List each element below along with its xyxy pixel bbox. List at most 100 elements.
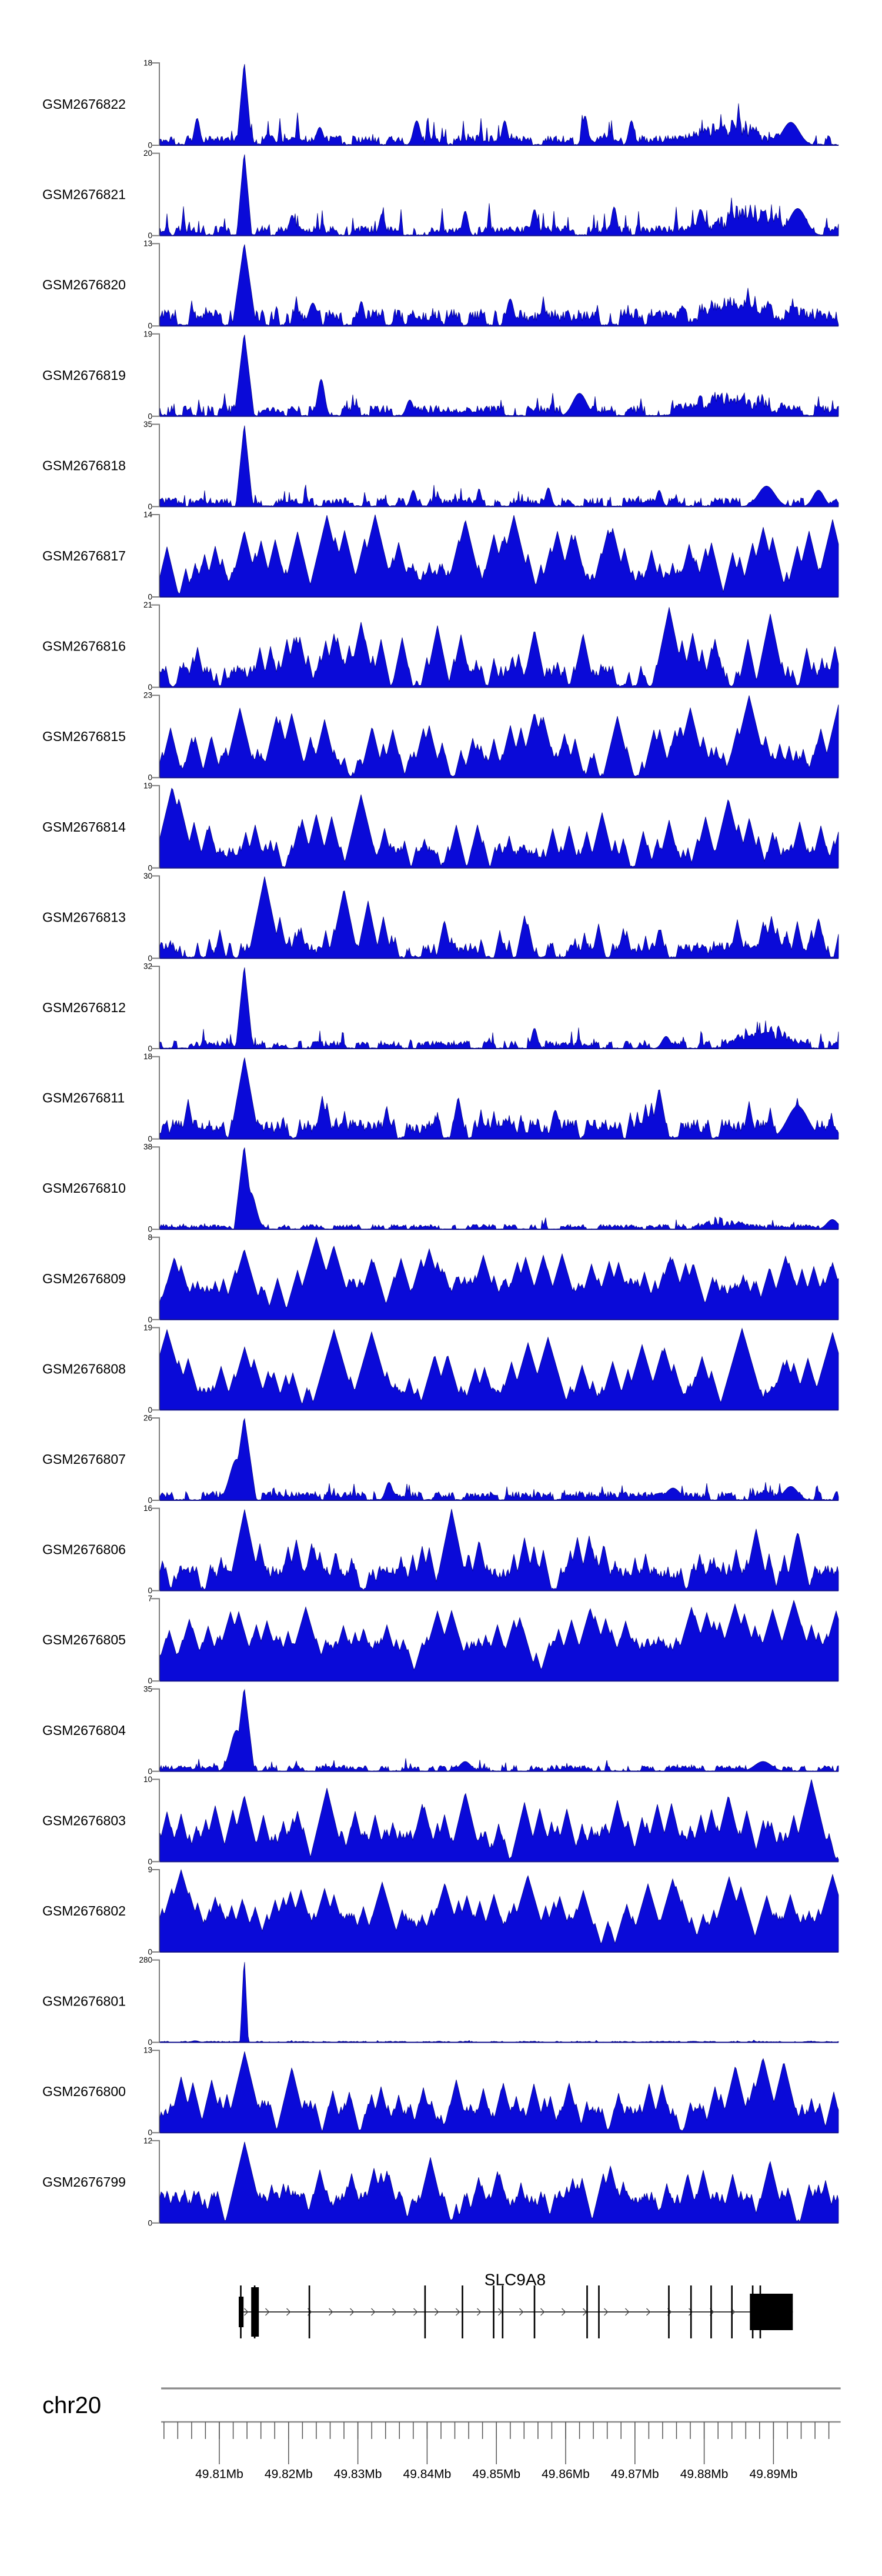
track-yzero-label: 0 (148, 1045, 152, 1053)
track-yzero-label: 0 (148, 1225, 152, 1234)
track-ymax-label: 9 (148, 1866, 152, 1874)
track-yzero-label: 0 (148, 593, 152, 602)
track-yzero-label: 0 (148, 2218, 152, 2227)
track-y-axis (151, 1146, 160, 1230)
track-y-axis (151, 604, 160, 688)
track-sample-label: GSM2676818 (42, 458, 126, 473)
track-ymax-label: 13 (143, 2046, 152, 2055)
strand-direction-arrow-icon (435, 2308, 439, 2316)
gene-exon-line (493, 2285, 495, 2338)
strand-direction-arrow-icon (540, 2308, 545, 2316)
track-sample-label: GSM2676820 (42, 277, 126, 292)
gene-exon-line (731, 2285, 733, 2338)
track-ymax-label: 18 (143, 1052, 152, 1061)
track-y-axis (151, 1778, 160, 1863)
track-sample-label: GSM2676803 (42, 1813, 126, 1828)
track-y-axis (151, 1598, 160, 1682)
strand-direction-arrow-icon (625, 2308, 630, 2316)
track-sample-label: GSM2676807 (42, 1451, 126, 1467)
track-sample-label: GSM2676801 (42, 1994, 126, 2009)
track-signal-area (159, 2051, 839, 2133)
track-yzero-label: 0 (148, 2038, 152, 2047)
strand-direction-arrow-icon (519, 2308, 524, 2316)
axis-tick-label: 49.85Mb (472, 2468, 520, 2481)
track-sample-label: GSM2676799 (42, 2174, 126, 2190)
strand-direction-arrow-icon (604, 2308, 609, 2316)
track-y-axis (151, 695, 160, 779)
track-signal-area (159, 607, 839, 688)
track-signal-area (159, 876, 839, 959)
gene-exon-line (502, 2285, 504, 2338)
gene-exon-line (586, 2285, 588, 2338)
track-y-axis (151, 1236, 160, 1320)
track-sample-label: GSM2676806 (42, 1542, 126, 1557)
track-ymax-label: 35 (143, 420, 152, 429)
track-sample-label: GSM2676802 (42, 1903, 126, 1918)
track-signal-area (159, 1236, 839, 1320)
track-signal-area (159, 1779, 839, 1862)
track-yzero-label: 0 (148, 1857, 152, 1866)
track-sample-label: GSM2676809 (42, 1271, 126, 1286)
track-signal-area (159, 967, 839, 1049)
gene-exon-line (690, 2285, 692, 2338)
track-ymax-label: 20 (143, 149, 152, 158)
track-signal-area (159, 335, 839, 417)
track-sample-label: GSM2676808 (42, 1361, 126, 1376)
strand-direction-arrow-icon (329, 2308, 333, 2316)
gene-exon-line (424, 2285, 426, 2338)
track-y-axis (151, 1869, 160, 1953)
track-signal-area (159, 1327, 839, 1410)
track-yzero-label: 0 (148, 1496, 152, 1505)
track-ymax-label: 21 (143, 600, 152, 609)
track-ymax-label: 16 (143, 1504, 152, 1513)
track-ymax-label: 19 (143, 1323, 152, 1332)
track-y-axis (151, 62, 160, 146)
gene-name-label: SLC9A8 (485, 2271, 546, 2289)
axis-tick-label: 49.82Mb (265, 2468, 313, 2481)
axis-tick-label: 49.86Mb (542, 2468, 590, 2481)
track-ymax-label: 23 (143, 691, 152, 700)
track-signal-area (159, 2141, 839, 2224)
strand-direction-arrow-icon (477, 2308, 482, 2316)
track-sample-label: GSM2676816 (42, 639, 126, 654)
track-yzero-label: 0 (148, 1134, 152, 1143)
axis-tick-label: 49.88Mb (680, 2468, 729, 2481)
track-sample-label: GSM2676810 (42, 1180, 126, 1196)
track-y-axis (151, 2050, 160, 2134)
track-signal-area (159, 1868, 839, 1953)
strand-direction-arrow-icon (689, 2308, 693, 2316)
axis-tick-label: 49.81Mb (195, 2468, 243, 2481)
track-sample-label: GSM2676812 (42, 1000, 126, 1015)
strand-direction-arrow-icon (244, 2308, 249, 2316)
track-ymax-label: 26 (143, 1414, 152, 1423)
track-signal-area (159, 154, 839, 236)
track-sample-label: GSM2676814 (42, 819, 126, 835)
strand-direction-arrow-icon (456, 2308, 460, 2316)
track-y-axis (151, 2140, 160, 2224)
strand-direction-arrow-icon (350, 2308, 355, 2316)
track-yzero-label: 0 (148, 773, 152, 782)
track-ymax-label: 19 (143, 781, 152, 790)
axis-tick-label: 49.84Mb (403, 2468, 452, 2481)
track-ymax-label: 8 (148, 1233, 152, 1242)
track-y-axis (151, 785, 160, 869)
track-sample-label: GSM2676815 (42, 729, 126, 744)
axis-tick-label: 49.87Mb (611, 2468, 659, 2481)
strand-direction-arrow-icon (413, 2308, 418, 2316)
gene-exon-line (462, 2285, 463, 2338)
track-y-axis (151, 1327, 160, 1411)
track-signal-area (159, 1600, 839, 1681)
strand-direction-arrow-icon (392, 2308, 397, 2316)
track-ymax-label: 10 (143, 1775, 152, 1784)
strand-direction-arrow-icon (562, 2308, 566, 2316)
track-yzero-label: 0 (148, 412, 152, 421)
track-signal-area (159, 1509, 839, 1591)
track-yzero-label: 0 (148, 1677, 152, 1686)
track-yzero-label: 0 (148, 863, 152, 872)
chromosome-label: chr20 (42, 2393, 101, 2418)
track-sample-label: GSM2676813 (42, 909, 126, 925)
track-ymax-label: 32 (143, 962, 152, 971)
track-ymax-label: 38 (143, 1143, 152, 1152)
axis-tick-label: 49.83Mb (334, 2468, 382, 2481)
